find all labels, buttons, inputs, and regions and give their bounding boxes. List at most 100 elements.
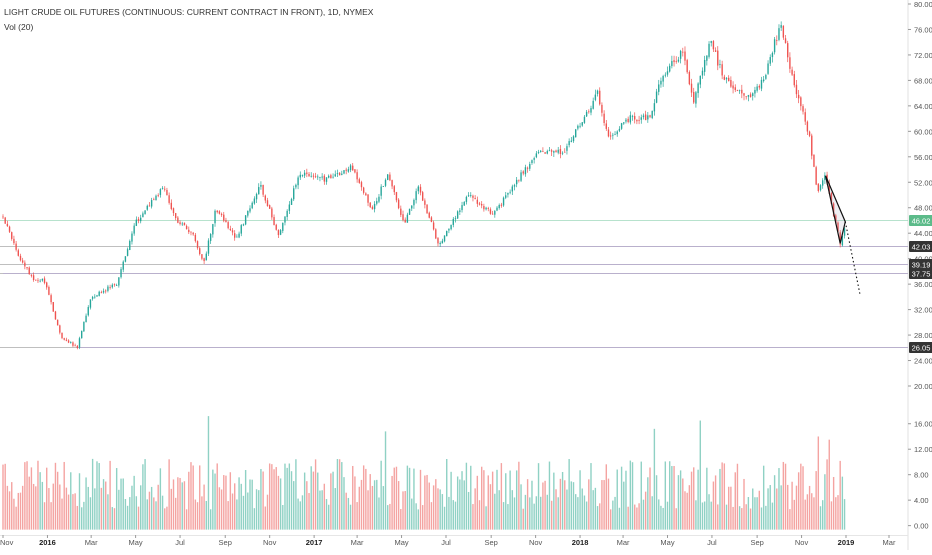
candle-body [293, 188, 295, 200]
volume-bar [258, 490, 260, 530]
volume-bar [745, 504, 747, 530]
volume-bar [762, 465, 765, 530]
candle-body [268, 205, 271, 209]
price-level-label: 37.75 [912, 270, 931, 279]
volume-bar [297, 498, 299, 530]
volume-bar [649, 467, 651, 530]
volume-bar [736, 463, 739, 530]
candle-body [417, 186, 420, 192]
volume-bar [487, 475, 489, 530]
candle-body [660, 80, 662, 85]
candle-body [496, 207, 498, 211]
candle-body [741, 89, 743, 94]
volume-bar [754, 497, 756, 530]
volume-bar [671, 466, 673, 530]
candle-body [518, 179, 520, 181]
volume-bar [782, 461, 785, 530]
candle-body [459, 210, 461, 212]
volume-bar [476, 475, 479, 530]
candle-body [98, 291, 100, 296]
candle-body [369, 202, 371, 208]
volume-bar [402, 491, 404, 530]
candle-body [303, 172, 306, 176]
candle-body [30, 274, 33, 276]
volume-bar [352, 465, 354, 530]
candle-body [129, 240, 131, 251]
volume-bar [616, 469, 618, 530]
candle-body [677, 59, 680, 62]
candle-body [188, 229, 190, 233]
projection-dotted-line[interactable] [844, 221, 861, 294]
time-tick-label: Jul [441, 538, 451, 547]
volume-bar [382, 486, 385, 530]
volume-bar [203, 484, 205, 530]
candle-body [78, 338, 81, 348]
volume-bar [577, 497, 579, 530]
volume-bar [76, 505, 79, 530]
volume-bar [459, 479, 461, 530]
volume-bar [824, 474, 826, 530]
candle-body [415, 191, 417, 201]
volume-bar [52, 483, 54, 530]
volume-bar [253, 508, 256, 530]
volume-bar [393, 467, 395, 530]
volume-bar [522, 508, 524, 530]
candle-body [314, 176, 317, 178]
candle-body [474, 198, 476, 200]
volume-bar [813, 497, 815, 530]
volume-bar [264, 506, 267, 530]
volume-bar [712, 481, 715, 530]
volume-bar [15, 506, 17, 530]
candle-body [769, 57, 771, 64]
candle-body [28, 267, 30, 275]
candle-body [89, 299, 92, 308]
candle-body [625, 119, 627, 122]
volume-bar [201, 496, 203, 530]
candle-body [402, 214, 404, 221]
candle-body [832, 203, 835, 217]
candle-body [658, 84, 660, 92]
candle-body [693, 91, 695, 103]
volume-bar [417, 509, 420, 530]
volume-bar [835, 497, 837, 530]
volume-bar [413, 468, 415, 530]
candle-body [703, 59, 706, 72]
time-tick-label: 2016 [39, 538, 56, 547]
candle-body [122, 261, 124, 270]
volume-bar [8, 491, 11, 530]
volume-bar [334, 488, 336, 530]
volume-bar [682, 478, 684, 530]
candle-body [207, 240, 210, 254]
volume-bar [50, 502, 52, 530]
candle-body [546, 151, 548, 154]
candle-body [13, 238, 15, 244]
volume-bar [83, 501, 85, 530]
candle-body [408, 208, 411, 215]
volume-bar [725, 504, 728, 530]
volume-bar [214, 473, 216, 530]
candle-body [574, 129, 577, 138]
volume-bar [35, 486, 37, 530]
volume-bar [590, 463, 592, 530]
candle-body [111, 284, 113, 288]
triangle-drawing[interactable] [825, 175, 846, 244]
time-tick-label: 2018 [572, 538, 589, 547]
volume-bar [118, 489, 120, 530]
candle-body [323, 175, 326, 182]
candle-body [295, 184, 297, 188]
candle-body [150, 200, 153, 207]
volume-bar [59, 484, 61, 530]
volume-bar [498, 490, 500, 530]
candle-body [640, 117, 642, 120]
candle-body [590, 108, 592, 113]
candle-body [808, 131, 811, 136]
candle-body [179, 222, 181, 224]
candle-body [260, 185, 262, 187]
candle-body [275, 224, 277, 230]
volume-bar [673, 466, 675, 530]
volume-bar [227, 501, 229, 530]
volume-bar [225, 475, 227, 530]
candle-body [35, 279, 37, 281]
